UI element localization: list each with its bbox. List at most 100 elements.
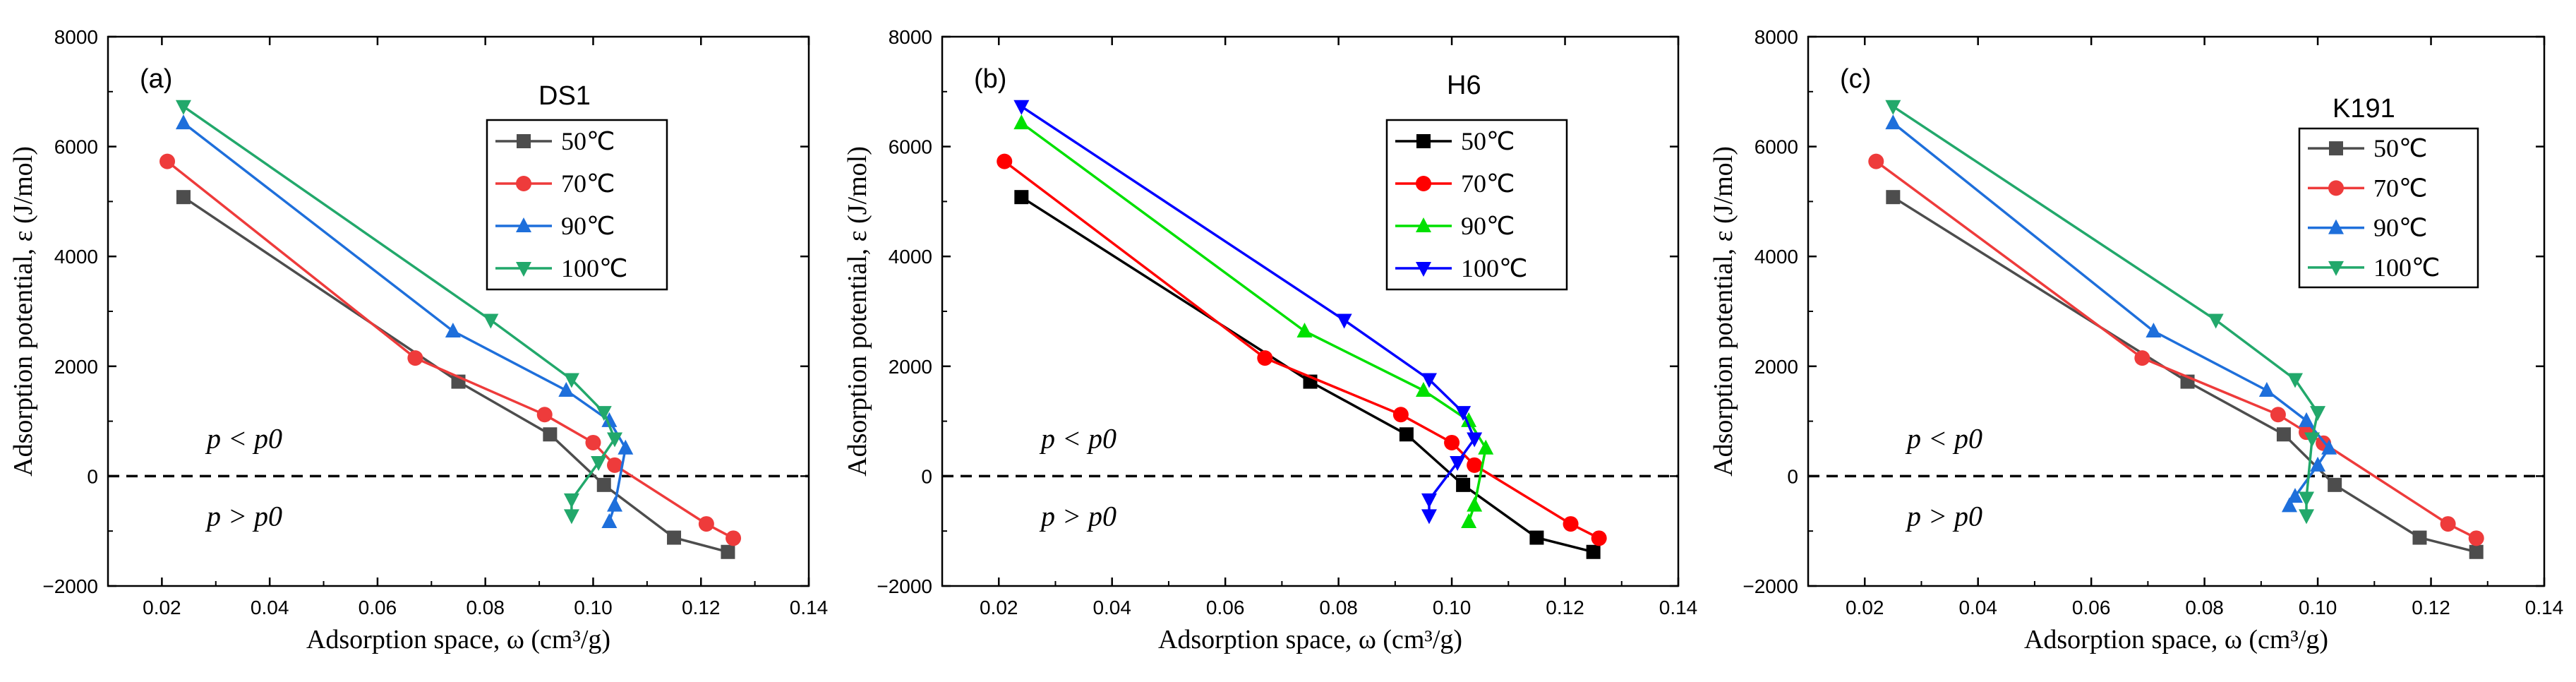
data-point — [176, 190, 191, 205]
legend-swatch-marker — [516, 262, 531, 277]
y-tick-label: 2000 — [1755, 356, 1798, 378]
data-point — [726, 530, 742, 546]
data-point — [1415, 382, 1431, 397]
chart-panel-3: −2000 0 2000 4000 6000 8000 0.02 0.04 0.06 0.08 0.… — [1709, 26, 2563, 654]
data-point — [2145, 323, 2162, 338]
legend-swatch-marker — [1416, 262, 1431, 277]
data-point — [1467, 432, 1483, 448]
legend-swatch-marker — [2328, 219, 2344, 234]
series-2 — [160, 153, 742, 546]
legend-label: 70℃ — [1461, 169, 1515, 198]
series-4 — [1885, 100, 2326, 525]
legend-swatch-marker — [516, 176, 531, 191]
x-tick-label: 0.10 — [574, 597, 613, 618]
data-point — [563, 373, 579, 388]
legend-title: K191 — [2333, 94, 2395, 124]
data-point — [2299, 491, 2315, 507]
legend-label: 50℃ — [561, 127, 615, 155]
data-point — [2281, 497, 2297, 513]
data-point — [1461, 513, 1477, 528]
x-tick-label: 0.10 — [2299, 597, 2337, 618]
data-point — [407, 350, 423, 366]
x-tick-label: 0.12 — [1546, 597, 1584, 618]
data-point — [1421, 373, 1437, 388]
legend-label: 70℃ — [2373, 174, 2427, 202]
data-point — [1392, 407, 1409, 423]
data-point — [596, 477, 611, 492]
series-3 — [1013, 114, 1494, 528]
chart-panel-1: −2000 0 2000 4000 6000 8000 0.02 0.04 0.06 0.08 0.… — [8, 26, 828, 654]
data-point — [1421, 493, 1437, 508]
data-point — [1296, 323, 1313, 338]
x-tick-label: 0.12 — [2412, 597, 2450, 618]
x-tick-label: 0.14 — [1659, 597, 1698, 618]
x-tick-label: 0.02 — [1846, 597, 1884, 618]
data-point — [2134, 350, 2150, 366]
data-point — [1586, 544, 1601, 559]
legend-swatch-marker — [1416, 217, 1431, 232]
y-tick-label: 4000 — [1755, 246, 1798, 268]
legend-label: 90℃ — [561, 212, 615, 240]
data-point — [1450, 455, 1466, 471]
data-point — [607, 496, 623, 512]
data-point — [596, 406, 612, 421]
data-point — [607, 457, 623, 473]
data-point — [2287, 373, 2303, 388]
panel-tag: (b) — [974, 64, 1006, 94]
data-point — [2208, 313, 2224, 329]
region-label-below: p > p0 — [1905, 500, 1982, 532]
y-tick-label: 6000 — [1755, 136, 1798, 158]
y-tick-label: 8000 — [1755, 26, 1798, 48]
x-tick-label: 0.04 — [251, 597, 289, 618]
legend-label: 70℃ — [561, 169, 615, 198]
x-axis-title: Adsorption space, ω (cm³/g) — [306, 625, 610, 654]
legend-title: H6 — [1447, 71, 1481, 100]
data-point — [536, 407, 553, 423]
y-tick-label: 4000 — [54, 246, 98, 268]
data-point — [2468, 530, 2484, 546]
y-axis-title: Adsorption potential, ε (J/mol) — [8, 146, 38, 477]
legend-label: 100℃ — [2373, 253, 2440, 282]
data-point — [601, 412, 618, 427]
data-point — [175, 100, 191, 115]
x-tick-label: 0.10 — [1433, 597, 1471, 618]
series-4 — [175, 100, 623, 525]
x-tick-label: 0.12 — [682, 597, 721, 618]
legend-label: 90℃ — [2373, 214, 2427, 242]
x-tick-label: 0.14 — [790, 597, 829, 618]
data-point — [2299, 412, 2315, 427]
data-point — [2304, 432, 2321, 448]
data-point — [1013, 114, 1030, 130]
data-point — [2328, 477, 2342, 492]
y-tick-label: 0 — [87, 465, 98, 487]
data-point — [563, 509, 579, 525]
data-point — [2440, 516, 2456, 532]
legend-swatch-marker — [2328, 180, 2344, 196]
y-tick-label: −2000 — [1743, 575, 1798, 597]
x-tick-label: 0.14 — [2525, 597, 2564, 618]
region-label-above: p < p0 — [205, 422, 282, 454]
data-point — [591, 455, 607, 471]
y-tick-label: 6000 — [889, 136, 932, 158]
data-point — [1257, 350, 1273, 366]
x-tick-label: 0.02 — [980, 597, 1018, 618]
y-tick-label: −2000 — [42, 575, 98, 597]
chart-panel-2: −2000 0 2000 4000 6000 8000 0.02 0.04 0.06 0.08 0.… — [843, 26, 1697, 654]
data-point — [667, 530, 682, 545]
data-point — [1399, 427, 1414, 442]
y-tick-label: 8000 — [54, 26, 98, 48]
data-point — [160, 153, 176, 169]
legend-swatch-marker — [516, 217, 531, 232]
y-axis-title: Adsorption potential, ε (J/mol) — [1709, 146, 1738, 477]
data-point — [2287, 488, 2303, 503]
data-point — [2276, 427, 2291, 442]
data-point — [1461, 412, 1477, 427]
data-point — [1529, 530, 1544, 545]
data-point — [558, 382, 574, 397]
panel-tag: (c) — [1840, 64, 1871, 94]
series-3 — [175, 114, 634, 528]
data-point — [2270, 407, 2286, 423]
data-point — [1014, 190, 1029, 205]
data-point — [483, 313, 499, 329]
